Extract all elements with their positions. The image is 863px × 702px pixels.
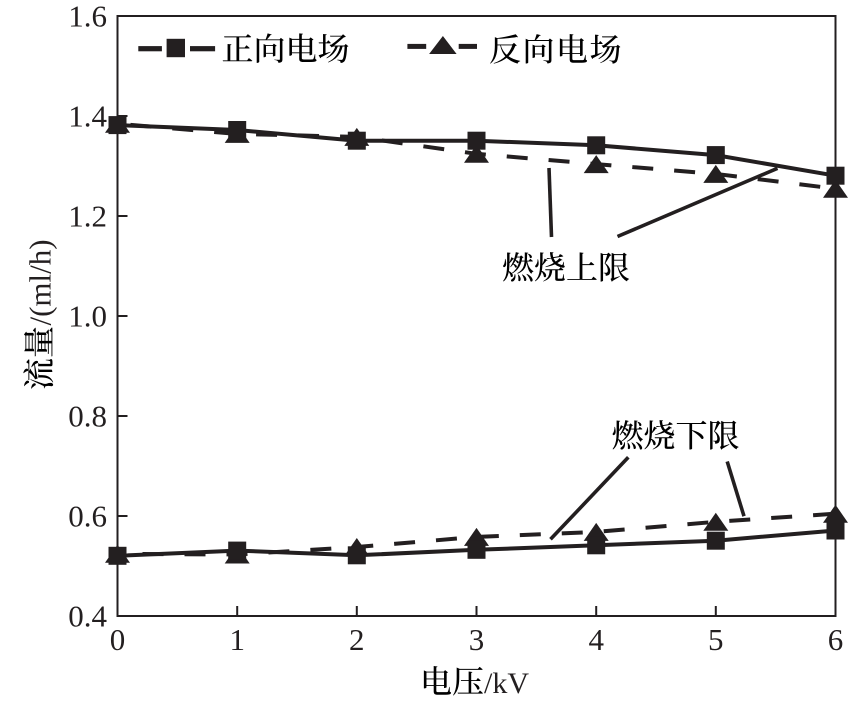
svg-text:0.8: 0.8: [68, 398, 107, 433]
svg-text:6: 6: [828, 622, 844, 657]
svg-text:4: 4: [588, 622, 604, 657]
svg-text:1.2: 1.2: [68, 198, 107, 233]
svg-text:0.4: 0.4: [68, 598, 107, 633]
svg-text:1.6: 1.6: [68, 0, 107, 33]
svg-text:2: 2: [349, 622, 365, 657]
svg-text:/kV: /kV: [484, 667, 529, 700]
svg-text:0.6: 0.6: [68, 498, 107, 533]
svg-text:1.4: 1.4: [68, 98, 107, 133]
svg-text:1.0: 1.0: [68, 298, 107, 333]
svg-text:/(ml/h): /(ml/h): [23, 239, 58, 325]
svg-text:3: 3: [469, 622, 485, 657]
svg-text:0: 0: [110, 622, 126, 657]
svg-text:5: 5: [708, 622, 724, 657]
svg-text:1: 1: [229, 622, 245, 657]
